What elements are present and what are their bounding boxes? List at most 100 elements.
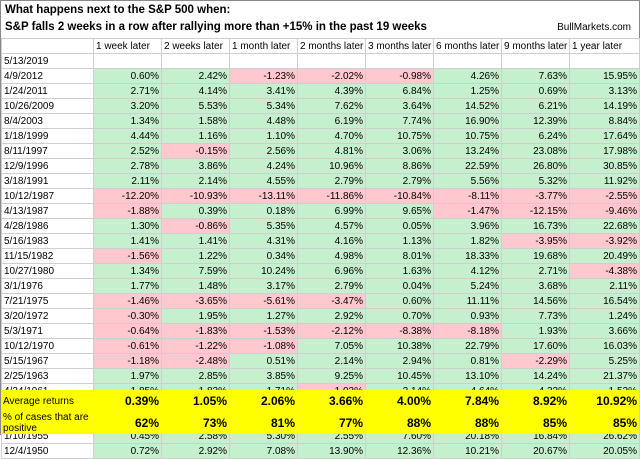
row-date: 5/13/2019 (1, 53, 94, 69)
return-cell: 1.41% (93, 233, 162, 249)
return-cell: 20.67% (501, 443, 570, 459)
return-cell: 22.79% (433, 338, 502, 354)
return-cell: 5.32% (501, 173, 570, 189)
return-cell: 0.51% (229, 353, 298, 369)
return-cell: 4.24% (229, 158, 298, 174)
return-cell: 4.31% (229, 233, 298, 249)
table-row: 4/9/2012 0.60% 2.42% -1.23% -2.02% -0.98% 4.26… (1, 68, 640, 84)
column-header-row: 1 week later 2 weeks later 1 month later 2 … (1, 38, 640, 54)
return-cell: 6.21% (501, 98, 570, 114)
return-cell: 16.03% (569, 338, 640, 354)
return-cell: 3.64% (365, 98, 434, 114)
return-cell: 2.78% (93, 158, 162, 174)
row-date: 1/18/1999 (1, 128, 94, 144)
row-date: 4/9/2012 (1, 68, 94, 84)
return-cell: 12.36% (365, 443, 434, 459)
return-cell (501, 53, 570, 69)
return-cell: 1.97% (93, 368, 162, 384)
row-date: 4/28/1986 (1, 218, 94, 234)
return-cell: 13.24% (433, 143, 502, 159)
row-date: 10/12/1987 (1, 188, 94, 204)
return-cell: 2.56% (229, 143, 298, 159)
return-cell: 3.96% (433, 218, 502, 234)
return-cell: 1.48% (161, 278, 230, 294)
return-cell: 4.81% (297, 143, 366, 159)
return-cell: 0.04% (365, 278, 434, 294)
return-cell: 1.13% (365, 233, 434, 249)
return-cell: 16.54% (569, 293, 640, 309)
summary-value: 3.66% (328, 394, 363, 408)
summary-value: 2.06% (260, 394, 295, 408)
return-cell: 12.39% (501, 113, 570, 129)
return-cell: 3.06% (365, 143, 434, 159)
summary-value: 62% (134, 416, 159, 430)
return-cell: 8.86% (365, 158, 434, 174)
return-cell: -0.86% (161, 218, 230, 234)
return-cell: 3.68% (501, 278, 570, 294)
summary-value: 10.92% (596, 394, 637, 408)
summary-value: 7.84% (464, 394, 499, 408)
return-cell: 4.39% (297, 83, 366, 99)
table-row: 11/15/1982 -1.56% 1.22% 0.34% 4.98% 8.01% 18.3… (1, 248, 640, 264)
table-row: 7/21/1975 -1.46% -3.65% -5.61% -3.47% 0.60% 11… (1, 293, 640, 309)
row-date: 11/15/1982 (1, 248, 94, 264)
return-cell: 20.05% (569, 443, 640, 459)
return-cell: 6.24% (501, 128, 570, 144)
return-cell: 17.98% (569, 143, 640, 159)
return-cell: 8.84% (569, 113, 640, 129)
return-cell: 0.18% (229, 203, 298, 219)
summary-value: 85% (612, 416, 637, 430)
return-cell: 22.68% (569, 218, 640, 234)
return-cell: 1.22% (161, 248, 230, 264)
return-cell: 21.37% (569, 368, 640, 384)
row-date: 5/15/1967 (1, 353, 94, 369)
return-cell: -12.20% (93, 188, 162, 204)
return-cell: 2.52% (93, 143, 162, 159)
return-cell: 2.71% (501, 263, 570, 279)
return-cell: -5.61% (229, 293, 298, 309)
return-cell: 1.16% (161, 128, 230, 144)
return-cell: 3.17% (229, 278, 298, 294)
column-header: 3 months later (365, 38, 434, 54)
return-cell: 14.24% (501, 368, 570, 384)
row-date: 3/20/1972 (1, 308, 94, 324)
return-cell: -2.55% (569, 188, 640, 204)
return-cell: 7.08% (229, 443, 298, 459)
summary-table: Average returns 0.39% 1.05% 2.06% 3.66% 4.00%… (1, 390, 639, 434)
return-cell: 10.38% (365, 338, 434, 354)
return-cell: 7.62% (297, 98, 366, 114)
return-cell: -4.38% (569, 263, 640, 279)
return-cell: 4.12% (433, 263, 502, 279)
return-cell: 16.90% (433, 113, 502, 129)
summary-value: 85% (542, 416, 567, 430)
return-cell: 3.20% (93, 98, 162, 114)
summary-value: 88% (474, 416, 499, 430)
row-date: 12/9/1996 (1, 158, 94, 174)
table-row: 3/1/1976 1.77% 1.48% 3.17% 2.79% 0.04% 5.24% 3.… (1, 278, 640, 294)
table-row: 8/4/2003 1.34% 1.58% 4.48% 6.19% 7.74% 16.90% 1… (1, 113, 640, 129)
return-cell: 0.60% (365, 293, 434, 309)
column-header: 1 week later (93, 38, 162, 54)
table-row: 10/26/2009 3.20% 5.53% 5.34% 7.62% 3.64% 14.52… (1, 98, 640, 114)
summary-value: 8.92% (532, 394, 567, 408)
return-cell: -2.29% (501, 353, 570, 369)
subtitle-row: S&P falls 2 weeks in a row after rallyin… (1, 20, 639, 35)
summary-value: 1.05% (192, 394, 227, 408)
return-cell: -12.15% (501, 203, 570, 219)
return-cell: 5.56% (433, 173, 502, 189)
return-cell: 2.79% (365, 173, 434, 189)
return-cell: 14.56% (501, 293, 570, 309)
return-cell: 3.86% (161, 158, 230, 174)
return-cell: 4.16% (297, 233, 366, 249)
return-cell: 1.77% (93, 278, 162, 294)
return-cell: -1.56% (93, 248, 162, 264)
return-cell: 2.79% (297, 173, 366, 189)
summary-block: Average returns 0.39% 1.05% 2.06% 3.66% 4.00%… (1, 390, 639, 434)
column-header: 1 month later (229, 38, 298, 54)
return-cell: 4.70% (297, 128, 366, 144)
return-cell: 10.75% (433, 128, 502, 144)
return-cell: 2.11% (93, 173, 162, 189)
return-cell: 2.14% (297, 353, 366, 369)
return-cell: 2.14% (161, 173, 230, 189)
return-cell: 13.90% (297, 443, 366, 459)
